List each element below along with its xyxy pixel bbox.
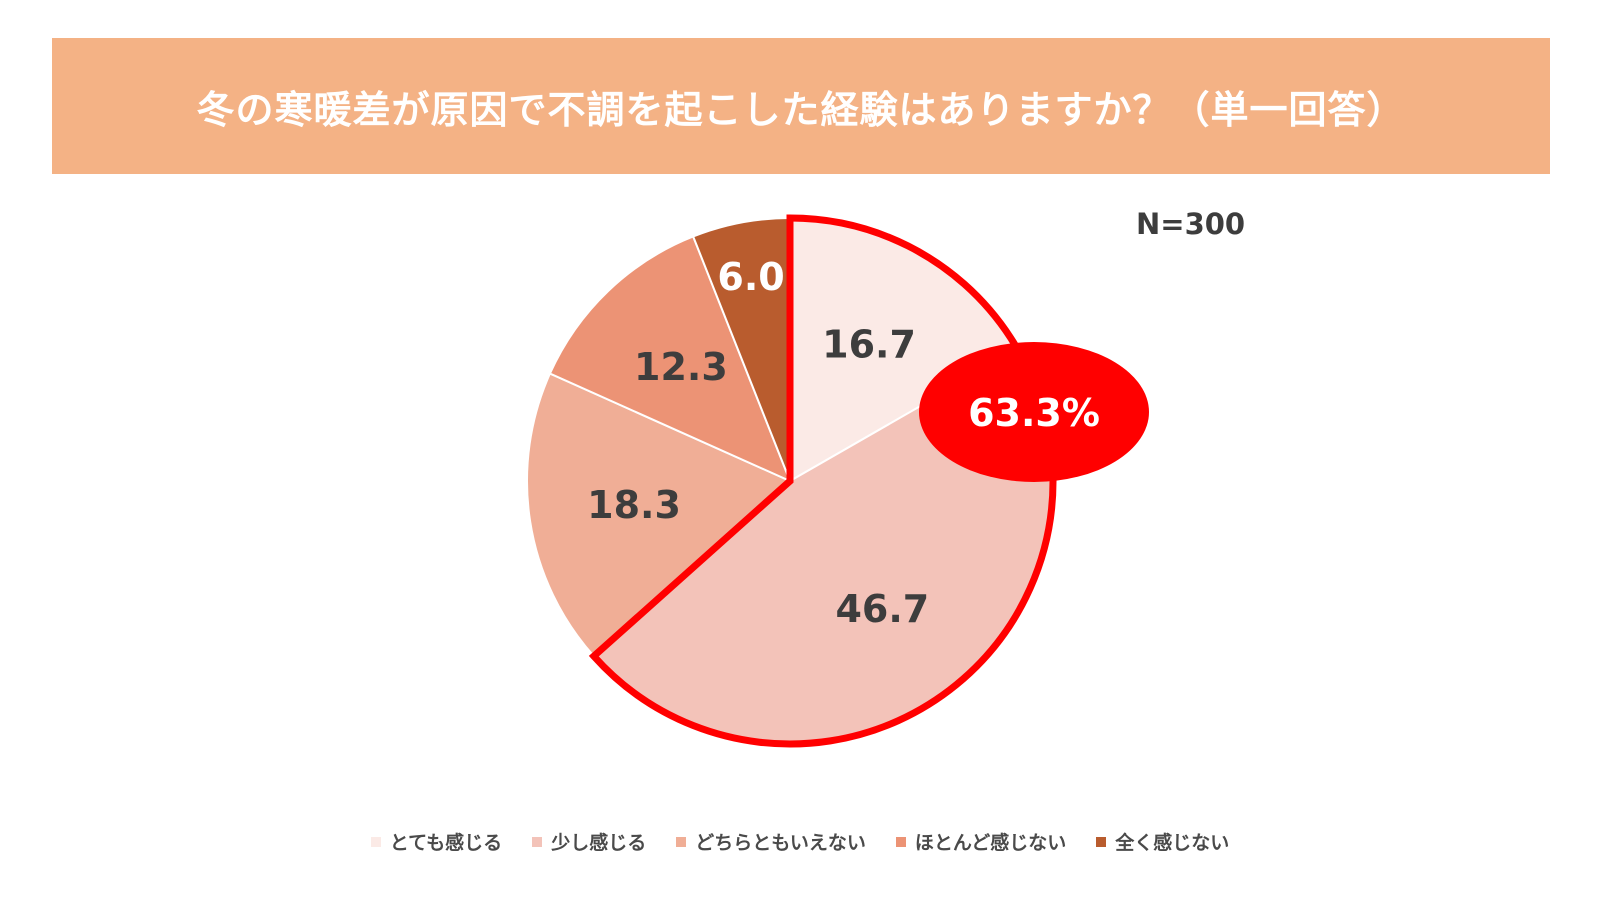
legend-label: 全く感じない	[1115, 832, 1230, 854]
pie-slice-labels: 16.7 46.7 18.3 12.3 6.0	[587, 255, 929, 631]
pie-slice-5-label: 6.0	[717, 255, 784, 299]
legend-swatch	[532, 836, 543, 847]
chart-title: 冬の寒暖差が原因で不調を起こした経験はありますか？（単一回答）	[196, 87, 1406, 132]
pie-slice-2-label: 46.7	[835, 587, 929, 631]
legend-item-2: 少し感じる	[532, 828, 646, 855]
legend-item-3: どちらともいえない	[676, 828, 866, 855]
legend-label: 少し感じる	[551, 832, 647, 854]
title-banner: 冬の寒暖差が原因で不調を起こした経験はありますか？（単一回答）	[52, 38, 1550, 174]
legend-label: どちらともいえない	[695, 832, 866, 854]
legend-item-1: とても感じる	[370, 828, 503, 855]
legend-item-5: 全く感じない	[1096, 828, 1229, 855]
legend-swatch	[676, 836, 687, 847]
legend-swatch	[1096, 836, 1107, 847]
pie-slice-3	[526, 372, 792, 658]
pie-slice-4-label: 12.3	[634, 345, 728, 389]
sample-size-label: N=300	[1136, 207, 1246, 241]
pie-slice-3-label: 18.3	[587, 483, 681, 527]
legend-swatch	[895, 836, 906, 847]
highlight-callout-bubble	[919, 342, 1149, 482]
highlight-callout-label: 63.3%	[968, 391, 1100, 435]
highlight-group: 63.3%	[588, 214, 1149, 748]
legend-label: とても感じる	[389, 832, 503, 854]
legend: とても感じる 少し感じる どちらともいえない ほとんど感じない 全く感じない	[0, 828, 1600, 855]
legend-item-4: ほとんど感じない	[895, 828, 1067, 855]
pie-slice-1-label: 16.7	[822, 322, 916, 366]
legend-swatch	[370, 836, 381, 847]
highlight-outline	[588, 214, 1057, 748]
pie-slice-4	[548, 235, 792, 483]
legend-label: ほとんど感じない	[914, 832, 1067, 854]
